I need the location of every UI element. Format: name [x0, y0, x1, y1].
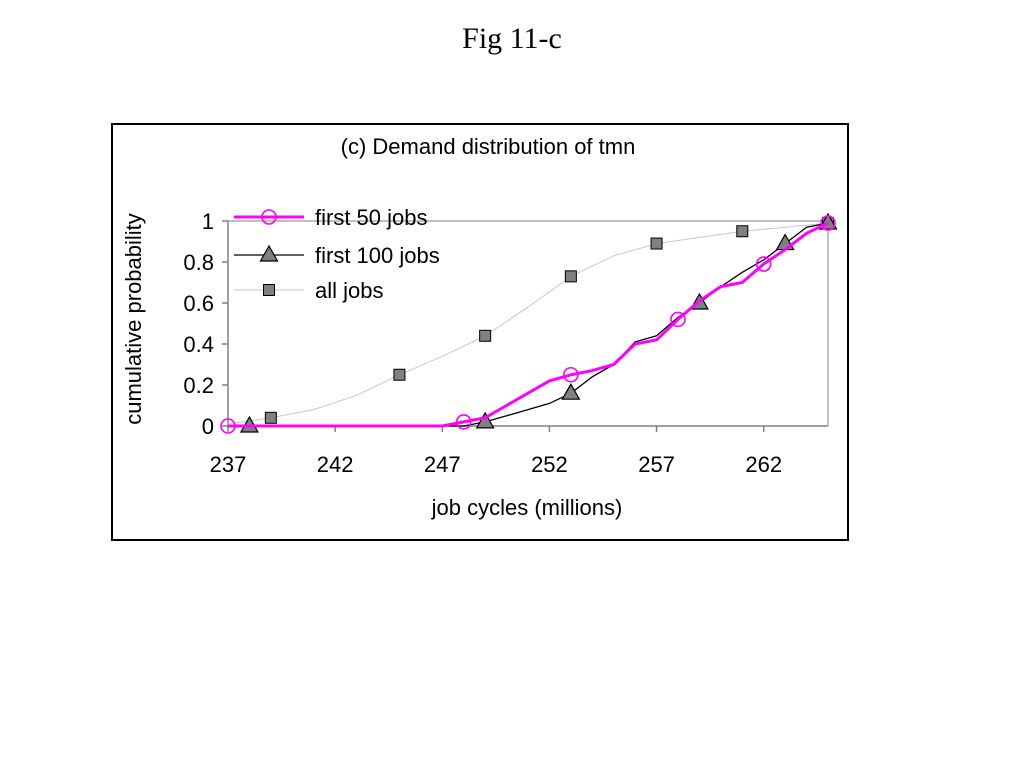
chart-title: (c) Demand distribution of tmn — [341, 134, 636, 159]
x-tick-label: 237 — [210, 452, 247, 477]
legend-label: all jobs — [315, 278, 383, 303]
series-line — [227, 222, 829, 425]
series-marker — [563, 366, 579, 383]
series-marker — [475, 411, 495, 429]
series-marker — [455, 414, 472, 430]
series-marker — [775, 233, 795, 251]
series-marker — [736, 225, 749, 238]
y-tick-label: 0.4 — [183, 332, 214, 357]
legend-marker — [261, 209, 277, 225]
legend-marker — [259, 244, 279, 262]
x-tick-label: 252 — [531, 452, 568, 477]
legend-marker — [263, 284, 275, 296]
series-marker — [650, 237, 663, 250]
series-line — [228, 221, 829, 428]
series-marker — [670, 311, 686, 328]
y-tick-label: 0.2 — [183, 373, 214, 398]
y-tick-label: 0 — [202, 414, 214, 439]
x-tick-label: 247 — [424, 452, 461, 477]
series-marker — [264, 411, 277, 424]
x-tick-label: 242 — [317, 452, 354, 477]
series-marker — [393, 368, 406, 381]
x-axis-label: job cycles (millions) — [431, 495, 623, 520]
plot-layer: 0 0.2 0.4 0.6 0.8 1 237 242 247 252 257 262 — [183, 209, 838, 477]
y-axis-label: cumulative probability — [121, 213, 146, 425]
series-marker — [220, 418, 236, 434]
y-tick-label: 0.6 — [183, 291, 214, 316]
series-marker — [820, 215, 836, 231]
x-tick-label: 257 — [638, 452, 675, 477]
legend-label: first 100 jobs — [315, 243, 440, 268]
series-marker — [564, 270, 577, 283]
legend-label: first 50 jobs — [315, 205, 428, 230]
series-marker — [755, 256, 772, 272]
series-marker — [561, 382, 581, 400]
series-marker — [479, 329, 492, 342]
slide-title: Fig 11-c — [462, 22, 562, 55]
y-tick-label: 0.8 — [183, 250, 214, 275]
y-tick-label: 1 — [202, 209, 214, 234]
legend: first 50 jobs first 100 jobs all jobs — [234, 205, 440, 303]
x-tick-label: 262 — [745, 452, 782, 477]
